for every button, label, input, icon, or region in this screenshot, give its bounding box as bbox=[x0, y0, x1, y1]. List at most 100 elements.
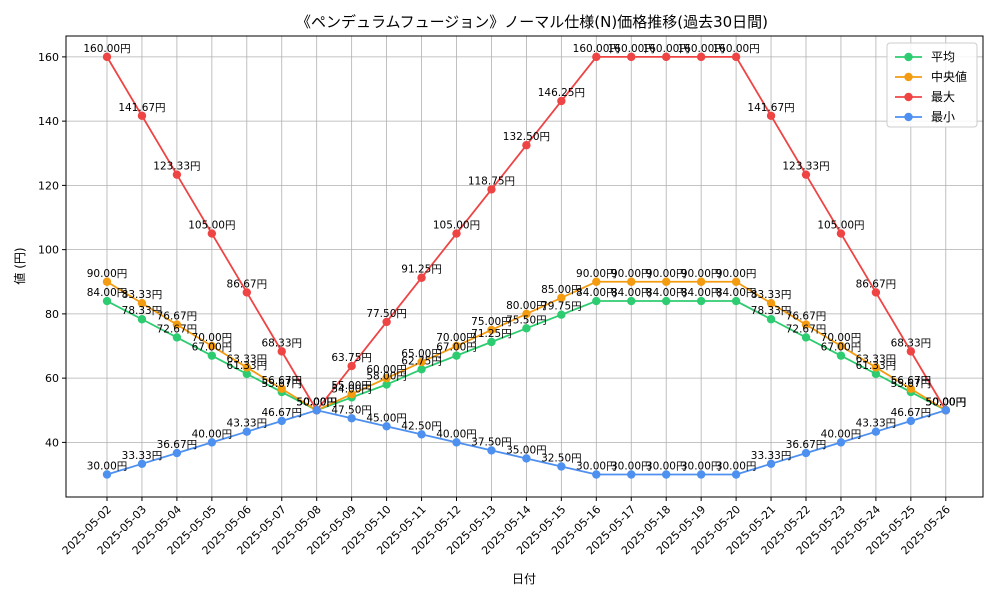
data-point bbox=[662, 470, 671, 479]
data-point bbox=[137, 459, 147, 469]
legend-entry: 最小 bbox=[931, 110, 955, 124]
data-point bbox=[347, 361, 356, 371]
data-label: 63.33円 bbox=[856, 353, 897, 365]
data-label: 30.00円 bbox=[681, 461, 722, 473]
legend-entry: 平均 bbox=[931, 50, 955, 64]
data-label: 67.00円 bbox=[821, 342, 862, 354]
data-label: 105.00円 bbox=[817, 220, 864, 232]
data-point bbox=[242, 427, 251, 436]
data-point bbox=[731, 52, 741, 62]
data-label: 63.75円 bbox=[331, 352, 372, 364]
data-point bbox=[801, 170, 811, 179]
data-label: 36.67円 bbox=[786, 439, 827, 451]
data-point bbox=[836, 351, 846, 360]
data-point bbox=[382, 422, 391, 431]
data-label: 90.00円 bbox=[681, 268, 722, 280]
data-label: 123.33円 bbox=[153, 161, 200, 173]
data-label: 40.00円 bbox=[821, 428, 862, 440]
data-label: 50.00円 bbox=[926, 396, 967, 408]
data-label: 60.00円 bbox=[366, 364, 407, 376]
data-point bbox=[592, 296, 601, 306]
plot-area-frame bbox=[65, 35, 984, 498]
data-point bbox=[487, 325, 496, 335]
data-label: 36.67円 bbox=[157, 439, 198, 451]
data-label: 141.67円 bbox=[747, 102, 794, 114]
x-axis-label: 日付 bbox=[512, 572, 536, 586]
data-label: 30.00円 bbox=[611, 461, 652, 473]
data-label: 105.00円 bbox=[188, 220, 235, 232]
data-point bbox=[592, 470, 601, 479]
data-point bbox=[207, 351, 217, 360]
data-point bbox=[557, 293, 566, 303]
data-label: 71.25円 bbox=[471, 328, 512, 340]
data-label: 30.00円 bbox=[716, 461, 757, 473]
data-point bbox=[137, 315, 147, 324]
data-point bbox=[452, 438, 461, 447]
data-label: 37.50円 bbox=[471, 436, 512, 448]
data-point bbox=[906, 416, 916, 426]
data-label: 160.00円 bbox=[83, 43, 130, 55]
data-label: 78.33円 bbox=[122, 305, 163, 317]
data-label: 70.00円 bbox=[821, 332, 862, 344]
data-point bbox=[137, 298, 147, 308]
data-label: 83.33円 bbox=[751, 289, 792, 301]
data-label: 160.00円 bbox=[712, 43, 759, 55]
y-tick-label: 160 bbox=[38, 51, 59, 64]
data-point bbox=[836, 341, 846, 351]
data-point bbox=[417, 357, 426, 367]
data-label: 160.00円 bbox=[643, 43, 690, 55]
data-label: 85.00円 bbox=[541, 284, 582, 296]
data-point bbox=[801, 333, 811, 342]
data-point bbox=[836, 229, 846, 238]
data-point bbox=[557, 96, 566, 106]
data-label: 79.75円 bbox=[541, 301, 582, 313]
legend-marker bbox=[904, 52, 913, 62]
data-label: 32.50円 bbox=[541, 452, 582, 464]
data-point bbox=[452, 351, 461, 360]
data-label: 56.67円 bbox=[891, 375, 932, 387]
y-tick-label: 80 bbox=[45, 308, 59, 321]
data-point bbox=[172, 448, 182, 458]
data-point bbox=[487, 185, 496, 194]
data-label: 50.00円 bbox=[926, 396, 967, 408]
data-point bbox=[102, 277, 112, 286]
data-label: 67.00円 bbox=[192, 342, 233, 354]
data-point bbox=[242, 369, 251, 379]
data-label: 75.50円 bbox=[506, 314, 547, 326]
data-label: 30.00円 bbox=[576, 461, 617, 473]
data-label: 132.50円 bbox=[503, 131, 550, 143]
data-label: 84.00円 bbox=[716, 287, 757, 299]
data-point bbox=[696, 296, 706, 306]
data-point bbox=[347, 414, 356, 423]
data-point bbox=[277, 347, 286, 356]
data-point bbox=[452, 341, 461, 351]
data-labels: 84.00円 78.33円 72.67円 67.00円 61.33円 55.67円 50.0… bbox=[83, 43, 966, 473]
data-point bbox=[871, 363, 881, 372]
legend-marker bbox=[904, 72, 913, 82]
data-point bbox=[172, 333, 182, 342]
data-label: 76.67円 bbox=[157, 311, 198, 323]
data-label: 55.67円 bbox=[891, 378, 932, 390]
y-axis: 40 60 80 100 120 140 160 bbox=[38, 51, 66, 449]
data-label: 54.00円 bbox=[331, 383, 372, 395]
data-point bbox=[417, 430, 426, 439]
data-label: 76.67円 bbox=[786, 311, 827, 323]
data-label: 45.00円 bbox=[366, 412, 407, 424]
data-point bbox=[766, 111, 776, 120]
data-label: 40.00円 bbox=[192, 428, 233, 440]
data-label: 50.00円 bbox=[296, 396, 337, 408]
data-point bbox=[627, 470, 636, 479]
data-label: 43.33円 bbox=[227, 418, 268, 430]
data-point bbox=[382, 380, 391, 389]
data-label: 91.25円 bbox=[401, 264, 442, 276]
data-label: 160.00円 bbox=[608, 43, 655, 55]
data-point bbox=[662, 277, 671, 286]
data-point bbox=[452, 229, 461, 238]
data-label: 80.00円 bbox=[506, 300, 547, 312]
data-point bbox=[137, 111, 147, 120]
data-point bbox=[766, 459, 776, 469]
data-point bbox=[871, 288, 881, 297]
data-label: 78.33円 bbox=[751, 305, 792, 317]
